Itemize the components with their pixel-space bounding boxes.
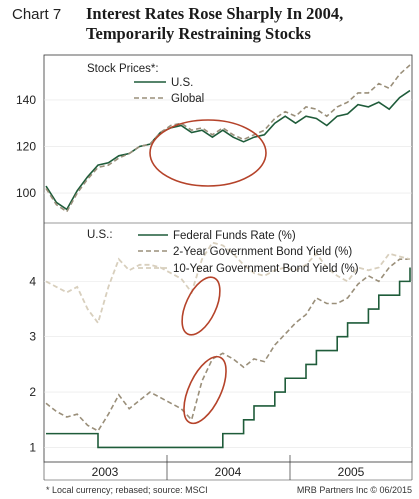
bottom-gridlines	[44, 281, 412, 448]
highlight-circle-two-year	[183, 355, 227, 425]
plot-frame	[43, 54, 413, 463]
stock-y-tick-label: 100	[16, 186, 36, 200]
x-axis: 2003 2004 2005	[43, 455, 413, 481]
rate-y-tick-label: 1	[29, 440, 36, 454]
rate-series-federal-funds-rate	[46, 267, 411, 449]
rates-legend: U.S.: Federal Funds Rate (%) 2-Year Gove…	[87, 229, 359, 275]
rate-y-tick-label: 3	[29, 330, 36, 344]
stock-series-u-s	[45, 89, 411, 211]
chart-title-line-1: Interest Rates Rose Sharply In 2004,	[86, 4, 344, 23]
stock-legend-title: Stock Prices*:	[87, 63, 159, 75]
chart-title-line-2: Temporarily Restraining Stocks	[86, 24, 311, 43]
legend-label-two-year: 2-Year Government Bond Yield (%)	[173, 246, 352, 258]
stock-series-global	[45, 64, 411, 213]
rates-legend-title: U.S.:	[87, 229, 113, 241]
top-gridlines	[44, 99, 412, 194]
rate-series-2-year-government-bond-yield	[45, 258, 410, 432]
x-tick-label-2004: 2004	[215, 465, 242, 479]
top-y-tick-labels: 100 120 140	[16, 93, 36, 200]
stock-series-group	[45, 64, 411, 213]
x-tick-label-2003: 2003	[92, 465, 119, 479]
legend-label-fed-funds: Federal Funds Rate (%)	[173, 230, 296, 242]
legend-label-ten-year: 10-Year Government Bond Yield (%)	[173, 263, 359, 275]
stock-y-tick-label: 140	[16, 93, 36, 107]
stock-y-tick-label: 120	[16, 139, 36, 153]
highlight-circle-stocks	[149, 119, 267, 187]
highlight-circle-ten-year	[181, 276, 221, 336]
chart-title: Interest Rates Rose Sharply In 2004, Tem…	[86, 4, 343, 44]
chart-label: Chart 7	[12, 6, 62, 23]
x-tick-label-2005: 2005	[338, 465, 365, 479]
rate-y-tick-label: 2	[29, 385, 36, 399]
credit: MRB Partners Inc © 06/2015	[297, 485, 412, 495]
footnote: * Local currency; rebased; source: MSCI	[46, 485, 208, 495]
rate-y-tick-label: 4	[29, 274, 36, 288]
stock-legend: Stock Prices*: U.S. Global	[87, 63, 204, 105]
rate-series-group	[45, 241, 411, 449]
legend-label-us: U.S.	[171, 77, 193, 89]
legend-label-global: Global	[171, 93, 204, 105]
rate-series-10-year-government-bond-yield	[45, 241, 411, 325]
bottom-y-tick-labels: 1 2 3 4	[29, 274, 36, 454]
